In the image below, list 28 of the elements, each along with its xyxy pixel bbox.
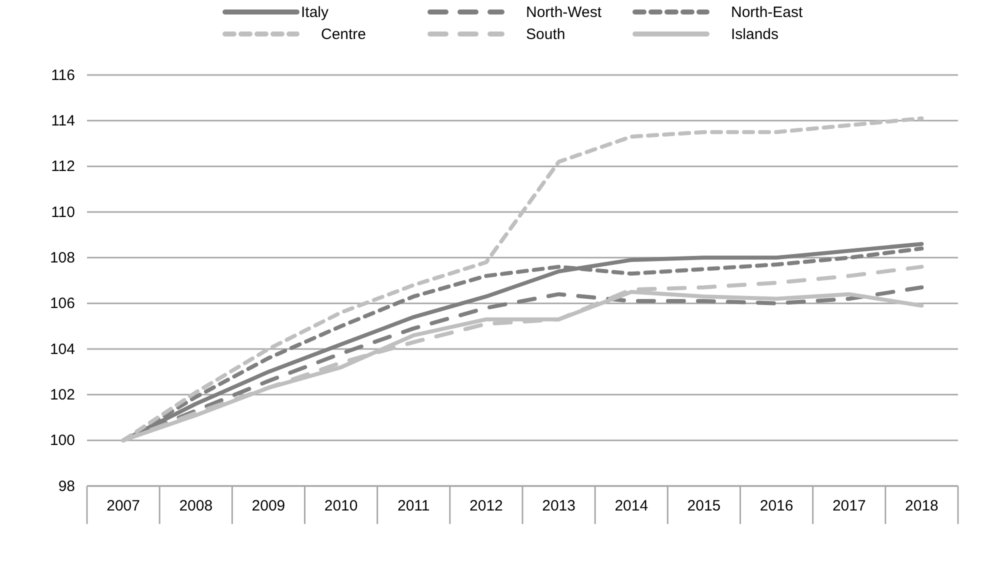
- x-tick-label: 2017: [832, 498, 866, 515]
- y-tick-label: 102: [50, 386, 75, 404]
- legend-label: North-West: [526, 4, 602, 21]
- x-tick-label: 2008: [179, 498, 213, 515]
- y-tick-label: 108: [50, 249, 75, 266]
- x-tick-label: 2016: [760, 498, 794, 515]
- x-tick-label: 2012: [470, 498, 503, 515]
- y-tick-label: 114: [51, 112, 75, 130]
- y-tick-label: 106: [50, 295, 75, 312]
- y-tick-label: 98: [58, 478, 75, 495]
- x-tick-label: 2010: [324, 498, 358, 515]
- x-tick-label: 2014: [614, 498, 648, 515]
- legend-label: South: [526, 26, 566, 43]
- x-tick-label: 2015: [687, 498, 721, 515]
- y-tick-label: 110: [51, 204, 75, 221]
- legend-label: Italy: [301, 4, 330, 21]
- x-tick-label: 2013: [542, 498, 576, 515]
- legend-label: Islands: [731, 26, 779, 43]
- x-tick-label: 2009: [252, 498, 286, 515]
- legend-label: North-East: [731, 4, 804, 21]
- y-tick-label: 112: [51, 158, 75, 176]
- x-tick-label: 2007: [106, 498, 140, 515]
- legend-label: Centre: [321, 26, 366, 43]
- y-tick-label: 104: [50, 340, 75, 358]
- y-tick-label: 116: [51, 66, 75, 84]
- y-tick-label: 100: [50, 432, 75, 450]
- x-tick-label: 2018: [905, 498, 938, 515]
- x-tick-label: 2011: [397, 498, 430, 515]
